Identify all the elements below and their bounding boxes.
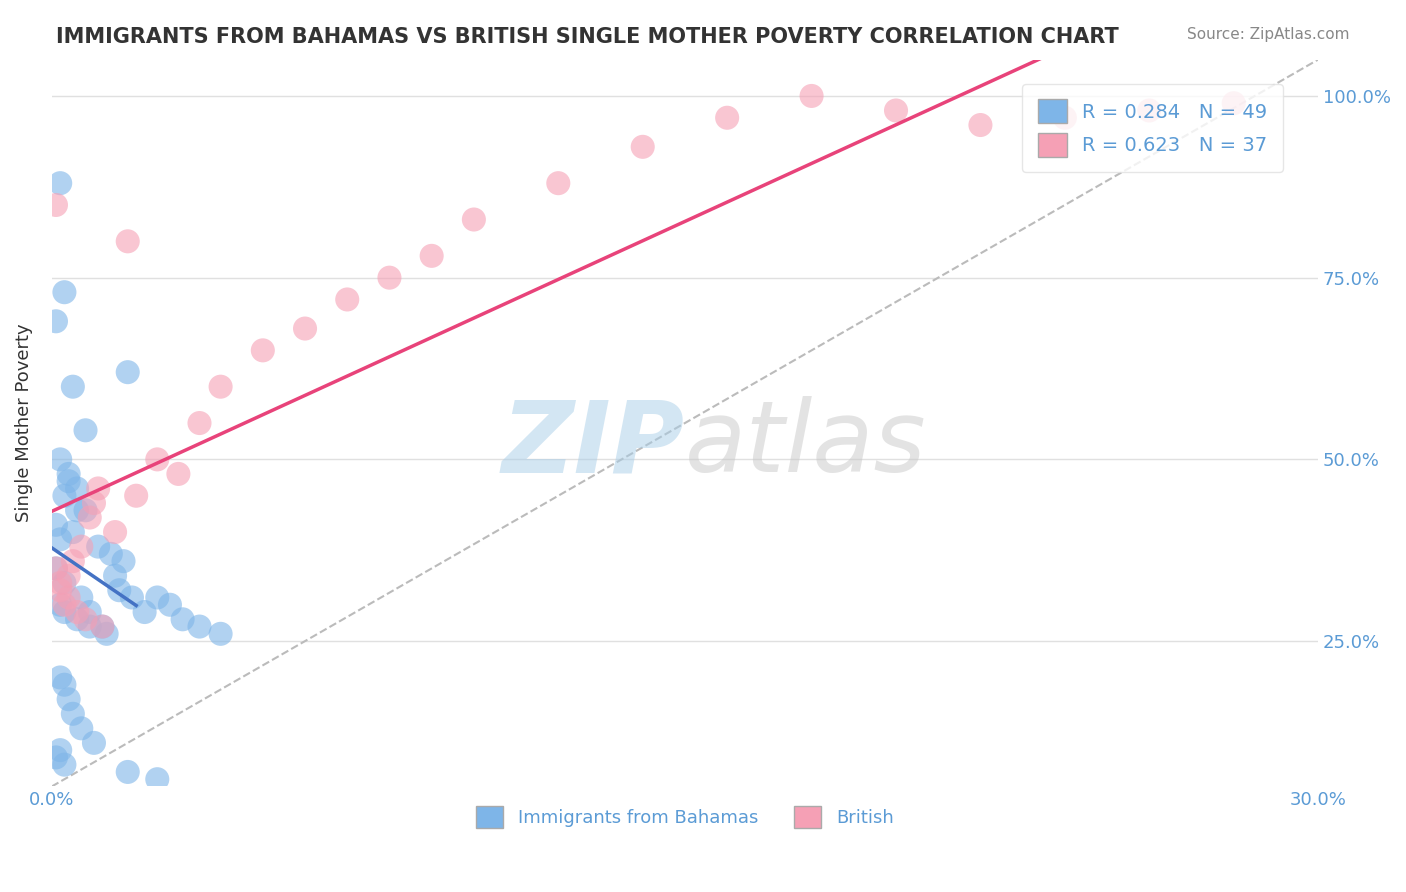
Point <box>49 533 72 547</box>
Point <box>49 670 72 684</box>
Point <box>53 576 76 591</box>
Point <box>104 568 127 582</box>
Point <box>66 503 89 517</box>
Point <box>49 598 72 612</box>
Point <box>75 423 97 437</box>
Point <box>83 496 105 510</box>
Point <box>58 568 80 582</box>
Point <box>172 612 194 626</box>
Point <box>252 343 274 358</box>
Point <box>70 540 93 554</box>
Point <box>96 627 118 641</box>
Point <box>117 235 139 249</box>
Point <box>91 619 114 633</box>
Point <box>45 561 67 575</box>
Point <box>62 380 84 394</box>
Point <box>58 692 80 706</box>
Point <box>53 678 76 692</box>
Point <box>463 212 485 227</box>
Point <box>87 540 110 554</box>
Point <box>62 554 84 568</box>
Point <box>294 321 316 335</box>
Point <box>66 612 89 626</box>
Point <box>45 517 67 532</box>
Text: atlas: atlas <box>685 396 927 493</box>
Point <box>159 598 181 612</box>
Point <box>146 772 169 787</box>
Point <box>79 605 101 619</box>
Point <box>45 198 67 212</box>
Point <box>87 482 110 496</box>
Point <box>969 118 991 132</box>
Point <box>134 605 156 619</box>
Point <box>209 627 232 641</box>
Point <box>336 293 359 307</box>
Point <box>716 111 738 125</box>
Legend: Immigrants from Bahamas, British: Immigrants from Bahamas, British <box>470 799 901 836</box>
Point <box>66 482 89 496</box>
Point <box>800 89 823 103</box>
Point <box>188 619 211 633</box>
Point <box>53 757 76 772</box>
Point <box>420 249 443 263</box>
Point <box>112 554 135 568</box>
Point <box>167 467 190 481</box>
Point <box>58 467 80 481</box>
Point <box>1222 96 1244 111</box>
Point <box>49 583 72 598</box>
Point <box>188 416 211 430</box>
Point <box>91 619 114 633</box>
Point <box>378 270 401 285</box>
Point <box>49 576 72 591</box>
Point <box>631 140 654 154</box>
Point <box>70 722 93 736</box>
Point <box>53 285 76 300</box>
Point <box>1053 111 1076 125</box>
Point <box>146 591 169 605</box>
Point <box>125 489 148 503</box>
Point <box>100 547 122 561</box>
Point <box>547 176 569 190</box>
Point <box>53 605 76 619</box>
Point <box>121 591 143 605</box>
Y-axis label: Single Mother Poverty: Single Mother Poverty <box>15 324 32 523</box>
Point <box>45 561 67 575</box>
Point <box>49 176 72 190</box>
Text: Source: ZipAtlas.com: Source: ZipAtlas.com <box>1187 27 1350 42</box>
Text: IMMIGRANTS FROM BAHAMAS VS BRITISH SINGLE MOTHER POVERTY CORRELATION CHART: IMMIGRANTS FROM BAHAMAS VS BRITISH SINGL… <box>56 27 1119 46</box>
Text: ZIP: ZIP <box>502 396 685 493</box>
Point <box>58 474 80 488</box>
Point <box>62 706 84 721</box>
Point <box>117 365 139 379</box>
Point <box>70 591 93 605</box>
Point <box>1137 103 1160 118</box>
Point <box>49 452 72 467</box>
Point <box>66 605 89 619</box>
Point <box>45 750 67 764</box>
Point <box>62 524 84 539</box>
Point <box>83 736 105 750</box>
Point <box>209 380 232 394</box>
Point <box>108 583 131 598</box>
Point <box>45 314 67 328</box>
Point <box>49 743 72 757</box>
Point <box>79 510 101 524</box>
Point <box>53 489 76 503</box>
Point <box>75 503 97 517</box>
Point <box>117 764 139 779</box>
Point <box>146 452 169 467</box>
Point <box>58 591 80 605</box>
Point <box>884 103 907 118</box>
Point <box>53 598 76 612</box>
Point <box>104 524 127 539</box>
Point <box>75 612 97 626</box>
Point <box>79 619 101 633</box>
